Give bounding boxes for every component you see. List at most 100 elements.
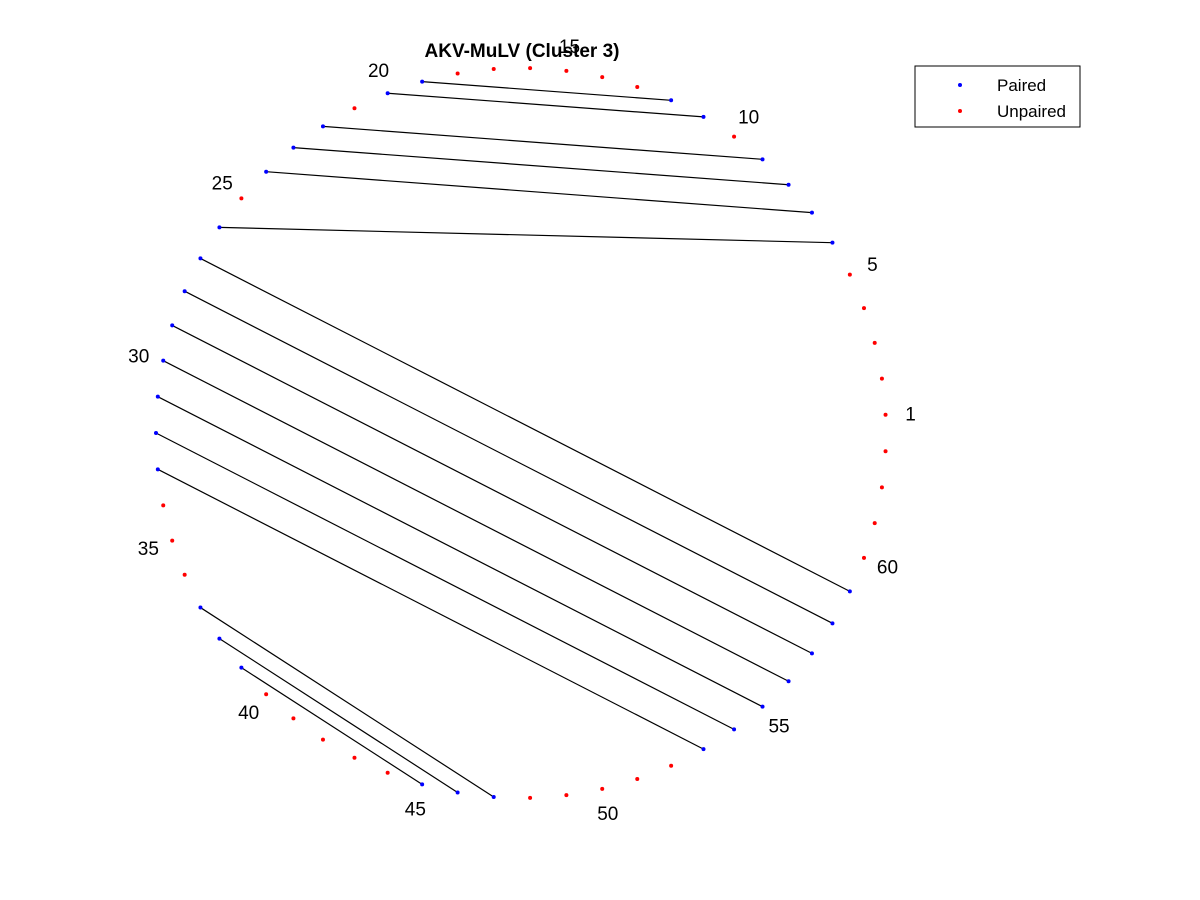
dot-38 <box>217 636 222 641</box>
pair-line-8-23 <box>293 147 789 186</box>
dot-17 <box>491 67 496 72</box>
dot-21 <box>352 106 357 111</box>
dot-3 <box>872 340 877 345</box>
dot-27 <box>198 256 203 261</box>
dot-32 <box>154 430 158 435</box>
pair-line-37-47 <box>200 607 495 798</box>
dot-52 <box>669 763 674 768</box>
dot-50 <box>600 786 605 791</box>
dot-39 <box>239 665 244 670</box>
dot-37 <box>198 605 203 610</box>
position-label-5: 5 <box>867 255 878 276</box>
dot-7 <box>809 210 814 215</box>
dot-51 <box>635 776 640 781</box>
chart-title: AKV-MuLV (Cluster 3) <box>425 41 620 62</box>
position-label-55: 55 <box>768 716 789 737</box>
nucleotide-dots <box>154 66 888 800</box>
pair-lines <box>155 81 851 798</box>
dot-25 <box>239 196 244 201</box>
dot-29 <box>170 323 175 328</box>
position-label-30: 30 <box>128 347 149 368</box>
dot-26 <box>217 225 222 230</box>
dot-47 <box>491 794 496 799</box>
pair-line-39-45 <box>241 667 423 785</box>
pair-line-38-46 <box>219 638 458 793</box>
dot-12 <box>669 98 674 103</box>
dot-20 <box>385 91 390 96</box>
dot-56 <box>786 679 791 684</box>
pair-line-12-19 <box>422 81 672 101</box>
dot-35 <box>170 538 175 543</box>
dot-60 <box>861 555 866 560</box>
dot-19 <box>420 79 425 84</box>
dot-2 <box>879 376 884 381</box>
dot-34 <box>161 503 166 508</box>
position-label-25: 25 <box>212 173 233 194</box>
position-label-50: 50 <box>597 804 618 825</box>
dot-9 <box>760 157 765 162</box>
position-label-35: 35 <box>138 539 159 560</box>
dot-33 <box>155 467 160 472</box>
legend: Paired Unpaired <box>914 65 1081 128</box>
pair-line-6-26 <box>219 226 833 244</box>
pair-line-32-54 <box>155 432 735 730</box>
dot-36 <box>182 572 187 577</box>
dot-22 <box>320 124 325 129</box>
dot-59 <box>847 589 852 594</box>
dot-54 <box>732 727 737 732</box>
dot-1 <box>883 412 888 417</box>
dot-42 <box>320 737 325 742</box>
dot-57 <box>809 651 814 656</box>
pair-line-28-58 <box>184 290 833 624</box>
dot-61 <box>872 521 877 526</box>
legend-marker-unpaired <box>958 109 962 113</box>
dot-4 <box>861 306 866 311</box>
pair-line-7-24 <box>266 171 812 214</box>
position-label-15: 15 <box>559 37 580 58</box>
position-label-60: 60 <box>877 557 898 578</box>
dot-46 <box>455 790 460 795</box>
dot-15 <box>564 68 569 73</box>
dot-5 <box>847 272 852 277</box>
dot-30 <box>161 358 166 363</box>
dot-18 <box>455 71 460 76</box>
pair-line-30-56 <box>162 360 789 682</box>
dot-31 <box>155 394 160 399</box>
dot-53 <box>701 747 706 752</box>
pair-line-9-22 <box>322 125 763 160</box>
pair-line-31-55 <box>157 396 763 708</box>
dot-24 <box>264 169 269 174</box>
dot-11 <box>701 114 706 119</box>
dot-44 <box>385 770 390 775</box>
pair-line-33-53 <box>157 468 704 750</box>
dot-48 <box>528 795 533 800</box>
legend-marker-paired <box>958 83 962 87</box>
dot-43 <box>352 755 357 760</box>
dot-62 <box>879 485 884 490</box>
dot-23 <box>291 145 296 150</box>
dot-6 <box>830 240 835 245</box>
dot-40 <box>264 692 269 697</box>
dot-28 <box>182 289 187 294</box>
dot-10 <box>732 134 737 139</box>
dot-41 <box>291 716 296 721</box>
position-label-10: 10 <box>738 107 759 128</box>
position-label-20: 20 <box>368 61 389 82</box>
dot-16 <box>528 66 533 71</box>
legend-box <box>914 65 1081 128</box>
dot-8 <box>786 182 791 187</box>
dot-49 <box>564 793 569 798</box>
pair-line-29-57 <box>171 324 813 654</box>
dot-55 <box>760 704 765 709</box>
dot-13 <box>635 85 640 90</box>
pair-line-27-59 <box>200 257 851 592</box>
position-label-1: 1 <box>905 405 916 426</box>
pair-line-11-20 <box>387 92 704 118</box>
dot-58 <box>830 621 835 626</box>
position-label-45: 45 <box>405 799 426 820</box>
dot-14 <box>600 75 605 80</box>
dot-63 <box>883 449 888 454</box>
dot-45 <box>420 782 425 787</box>
